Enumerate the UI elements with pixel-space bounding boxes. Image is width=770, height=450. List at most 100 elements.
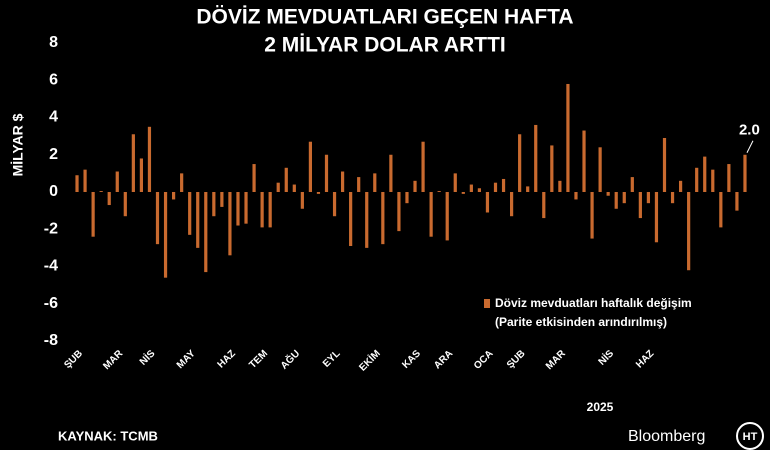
bar <box>727 164 731 192</box>
x-tick-label: OCA <box>472 348 496 372</box>
bar <box>703 156 707 192</box>
x-tick-label: TEM <box>247 348 270 371</box>
bar <box>566 83 570 192</box>
bar <box>131 134 135 192</box>
y-tick-label: 8 <box>49 34 58 51</box>
bar <box>236 192 240 226</box>
bar <box>212 192 216 217</box>
bar <box>485 192 490 213</box>
logo-circle <box>736 422 764 450</box>
bar <box>493 182 498 192</box>
bar <box>244 192 248 224</box>
bar <box>284 167 288 192</box>
bar <box>332 192 337 217</box>
bar <box>220 192 224 207</box>
bar <box>180 173 184 192</box>
bar <box>107 192 111 206</box>
bar <box>421 141 425 192</box>
x-tick-label: NİS <box>595 347 616 368</box>
bar <box>75 175 79 192</box>
bar <box>252 164 256 192</box>
bar <box>91 192 95 237</box>
bar <box>606 192 610 196</box>
bar <box>598 147 602 192</box>
value-label: 2.0 <box>739 122 760 139</box>
bar <box>437 191 441 192</box>
legend-text: (Parite etkisinden arındırılmış) <box>495 315 667 329</box>
bar <box>743 154 747 192</box>
bar <box>534 124 538 192</box>
x-tick-label: MAR <box>544 348 568 372</box>
bar <box>357 177 361 192</box>
bar <box>558 180 562 192</box>
bar <box>373 173 377 192</box>
brand: Bloomberg <box>628 428 705 445</box>
bar <box>365 192 369 248</box>
bar <box>397 192 401 232</box>
bar <box>276 182 280 192</box>
x-tick-label: NİS <box>136 347 157 368</box>
bar <box>188 192 192 235</box>
bar <box>630 177 634 192</box>
legend-text: Döviz mevduatları haftalık değişim <box>495 296 692 310</box>
x-tick-label: KAS <box>400 348 423 371</box>
x-tick-label: HAZ <box>216 348 238 370</box>
bar <box>340 171 345 192</box>
bar <box>155 192 160 245</box>
bar <box>228 192 232 256</box>
y-tick-label: 0 <box>49 183 58 200</box>
x-tick-label: ARA <box>432 348 455 371</box>
bar <box>147 126 152 192</box>
x-tick-label: EYL <box>321 348 343 370</box>
bar <box>99 191 103 192</box>
y-tick-label: -8 <box>44 332 58 349</box>
bar <box>477 188 482 192</box>
bar <box>268 192 272 228</box>
bar <box>735 192 739 211</box>
bar <box>518 134 522 192</box>
bar <box>711 169 715 192</box>
bar <box>308 141 313 192</box>
bar <box>574 192 578 200</box>
bar <box>670 192 675 204</box>
bar <box>389 154 393 192</box>
bar <box>83 169 87 192</box>
bar <box>453 173 457 192</box>
bar <box>316 192 321 194</box>
y-tick-label: 6 <box>49 71 58 88</box>
bar <box>429 192 433 237</box>
bar <box>461 192 465 194</box>
bar <box>260 192 264 228</box>
bar <box>381 192 385 245</box>
bar <box>405 192 409 204</box>
bar <box>646 192 651 204</box>
bar <box>719 192 723 228</box>
source: KAYNAK: TCMB <box>58 428 158 443</box>
x-tick-label: EKİM <box>356 347 383 374</box>
bar <box>622 192 626 204</box>
bar <box>590 192 594 239</box>
x-tick-label: ŞUB <box>505 348 528 371</box>
y-axis-label: MİLYAR $ <box>10 113 26 176</box>
x-tick-label: HAZ <box>634 348 656 370</box>
bar <box>678 180 683 192</box>
bar <box>163 192 168 278</box>
x-tick-label: AĞU <box>277 347 302 372</box>
bar <box>526 186 530 192</box>
chart-title: DÖVİZ MEVDUATLARI GEÇEN HAFTA <box>196 6 573 29</box>
y-tick-label: -4 <box>44 258 58 275</box>
logo: HT <box>743 431 758 443</box>
bar <box>349 192 353 247</box>
bar <box>292 184 296 192</box>
x-tick-label: ŞUB <box>62 348 85 371</box>
chart-title: 2 MİLYAR DOLAR ARTTI <box>264 34 506 57</box>
bar <box>300 192 304 209</box>
bar <box>662 137 667 192</box>
bar <box>509 192 514 217</box>
bar <box>582 130 586 192</box>
bar <box>469 184 473 192</box>
year-label: 2025 <box>587 400 614 414</box>
bar <box>139 158 144 192</box>
bar <box>115 171 119 192</box>
